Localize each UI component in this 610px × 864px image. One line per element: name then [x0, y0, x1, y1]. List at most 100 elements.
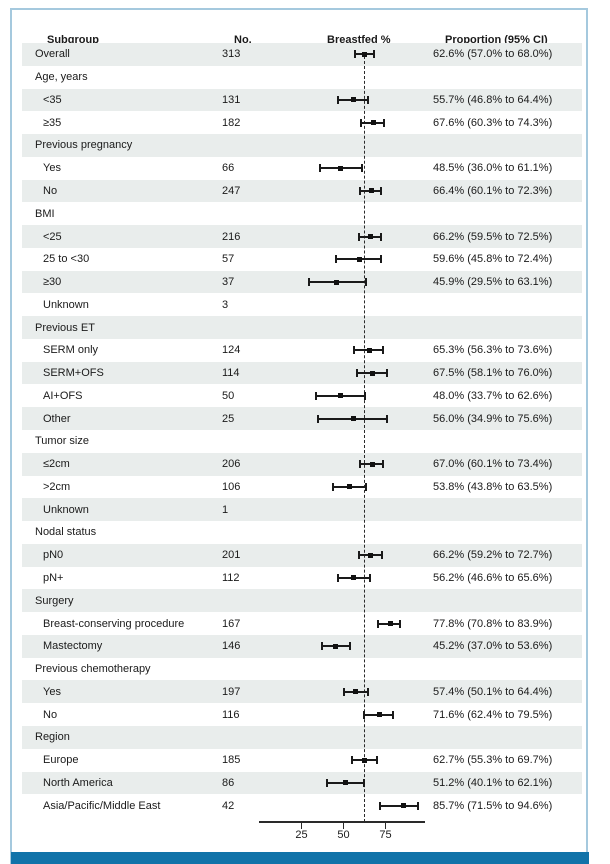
ci-cap-left — [377, 619, 380, 628]
point-estimate-marker — [362, 757, 368, 763]
row-label: Europe — [43, 754, 79, 767]
axis-tick-label: 75 — [379, 829, 392, 841]
ci-cap-left — [342, 687, 345, 696]
row-label: Tumor size — [35, 435, 89, 448]
row-ci-text: 55.7% (46.8% to 64.4%) — [433, 93, 553, 106]
table-row: pN+ 112 56.2% (46.6% to 65.6%) — [22, 567, 582, 590]
ci-cap-right — [417, 801, 420, 810]
point-estimate-marker — [332, 643, 338, 649]
row-ci-text: 51.2% (40.1% to 62.1%) — [433, 776, 553, 789]
ci-cap-left — [315, 391, 318, 400]
table-row: Yes 197 57.4% (50.1% to 64.4%) — [22, 680, 582, 704]
ci-cap-right — [366, 95, 369, 104]
row-ci-text: 77.8% (70.8% to 83.9%) — [433, 617, 553, 630]
row-ci-text: 62.7% (55.3% to 69.7%) — [433, 754, 553, 767]
point-estimate-marker — [368, 234, 374, 239]
row-label: Region — [35, 731, 70, 744]
table-row: Mastectomy 146 45.2% (37.0% to 53.6%) — [22, 634, 582, 658]
point-estimate-marker — [368, 188, 374, 194]
ci-cap-right — [380, 232, 383, 241]
point-estimate-marker — [357, 256, 363, 262]
row-n-value: 86 — [222, 776, 235, 789]
point-estimate-marker — [351, 575, 357, 581]
row-label: <35 — [43, 93, 62, 106]
point-estimate-marker — [362, 51, 368, 57]
row-ci-text: 48.0% (33.7% to 62.6%) — [433, 389, 553, 402]
row-ci-text: 48.5% (36.0% to 61.1%) — [433, 162, 553, 175]
table-row: Breast-conserving procedure 167 77.8% (7… — [22, 612, 582, 635]
row-n-value: 124 — [222, 344, 241, 357]
ci-cap-left — [335, 255, 338, 264]
table-row: pN0 201 66.2% (59.2% to 72.7%) — [22, 543, 582, 567]
row-ci-text: 62.6% (57.0% to 68.0%) — [433, 48, 553, 61]
row-ci-text: 59.6% (45.8% to 72.4%) — [433, 253, 553, 266]
row-label: Asia/Pacific/Middle East — [43, 799, 161, 812]
ci-cap-left — [318, 164, 321, 173]
row-n-value: 66 — [222, 162, 235, 175]
ci-cap-left — [325, 778, 328, 787]
axis-tick — [300, 823, 303, 829]
ci-cap-right — [380, 255, 383, 264]
ci-cap-right — [399, 619, 402, 628]
row-n-value: 116 — [222, 708, 240, 721]
point-estimate-marker — [370, 370, 376, 376]
row-ci-text: 65.3% (56.3% to 73.6%) — [433, 344, 553, 357]
table-row: Previous pregnancy — [22, 134, 582, 157]
row-n-value: 201 — [222, 549, 241, 562]
row-ci-text: 85.7% (71.5% to 94.6%) — [433, 799, 553, 812]
ci-cap-right — [366, 687, 369, 696]
ci-cap-right — [383, 118, 386, 127]
table-row: North America 86 51.2% (40.1% to 62.1%) — [22, 771, 582, 795]
ci-cap-left — [363, 710, 366, 719]
row-n-value: 206 — [222, 458, 241, 471]
row-n-value: 50 — [222, 389, 235, 402]
ci-cap-left — [317, 414, 320, 423]
axis-tick-label: 25 — [295, 829, 308, 841]
row-n-value: 146 — [222, 640, 241, 653]
row-label: Breast-conserving procedure — [43, 617, 185, 630]
forest-table-rows: Overall 313 62.6% (57.0% to 68.0%) Age, … — [0, 43, 610, 817]
row-label: Mastectomy — [43, 640, 103, 653]
row-n-value: 25 — [222, 412, 235, 425]
ci-cap-right — [379, 186, 382, 195]
point-estimate-marker — [369, 461, 375, 467]
ci-cap-left — [357, 551, 360, 560]
row-label: <25 — [43, 230, 62, 243]
table-row: Tumor size — [22, 430, 582, 453]
axis-tick-label: 50 — [337, 829, 350, 841]
point-estimate-marker — [353, 689, 359, 695]
row-label: Previous pregnancy — [35, 139, 133, 152]
table-row: <25 216 66.2% (59.5% to 72.5%) — [22, 225, 582, 248]
row-n-value: 313 — [222, 48, 241, 61]
row-ci-text: 66.4% (60.1% to 72.3%) — [433, 184, 553, 197]
row-label: Unknown — [43, 298, 89, 311]
ci-cap-left — [378, 801, 381, 810]
table-row: Other 25 56.0% (34.9% to 75.6%) — [22, 407, 582, 431]
table-row: Unknown 1 — [22, 498, 582, 522]
ci-cap-right — [385, 414, 388, 423]
row-ci-text: 67.5% (58.1% to 76.0%) — [433, 367, 553, 380]
row-n-value: 167 — [222, 617, 241, 630]
axis-tick — [342, 823, 345, 829]
ci-cap-left — [320, 642, 323, 651]
row-n-value: 247 — [222, 184, 241, 197]
row-ci-text: 45.9% (29.5% to 63.1%) — [433, 276, 553, 289]
row-label: Other — [43, 412, 71, 425]
row-n-value: 197 — [222, 685, 241, 698]
table-row: Europe 185 62.7% (55.3% to 69.7%) — [22, 749, 582, 772]
ci-cap-right — [365, 482, 368, 491]
table-row: Asia/Pacific/Middle East 42 85.7% (71.5%… — [22, 794, 582, 817]
row-n-value: 182 — [222, 116, 241, 129]
row-label: No — [43, 708, 58, 721]
row-ci-text: 56.0% (34.9% to 75.6%) — [433, 412, 553, 425]
ci-cap-right — [386, 369, 389, 378]
ci-cap-left — [332, 482, 335, 491]
row-label: SERM+OFS — [43, 367, 104, 380]
row-label: Previous chemotherapy — [35, 663, 151, 676]
point-estimate-marker — [347, 484, 353, 490]
row-n-value: 114 — [222, 367, 240, 380]
row-ci-text: 67.0% (60.1% to 73.4%) — [433, 458, 553, 471]
ci-cap-left — [308, 278, 311, 287]
row-ci-text: 66.2% (59.2% to 72.7%) — [433, 549, 553, 562]
row-label: North America — [43, 776, 113, 789]
